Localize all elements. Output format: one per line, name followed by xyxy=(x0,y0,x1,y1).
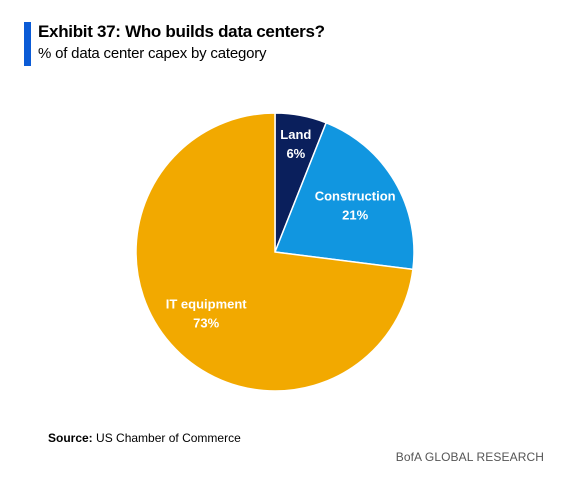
pie-slice-construction xyxy=(273,121,415,271)
source-note: Source: US Chamber of Commerce xyxy=(48,431,241,445)
source-text: US Chamber of Commerce xyxy=(96,431,241,445)
pie-slice-it-equipment xyxy=(135,112,414,392)
slice-label-land: Land xyxy=(280,127,311,142)
slice-label-it-equipment: IT equipment xyxy=(166,297,248,312)
slice-value-land: 6% xyxy=(286,146,305,161)
slice-value-construction: 21% xyxy=(342,208,368,223)
chart-title: Exhibit 37: Who builds data centers? xyxy=(38,22,325,41)
slice-label-construction: Construction xyxy=(315,189,396,204)
brand-footer: BofA GLOBAL RESEARCH xyxy=(395,450,544,464)
chart-subtitle: % of data center capex by category xyxy=(38,45,267,62)
source-label: Source: xyxy=(48,431,93,445)
slice-value-it-equipment: 73% xyxy=(193,316,219,331)
title-accent-bar xyxy=(24,22,31,66)
